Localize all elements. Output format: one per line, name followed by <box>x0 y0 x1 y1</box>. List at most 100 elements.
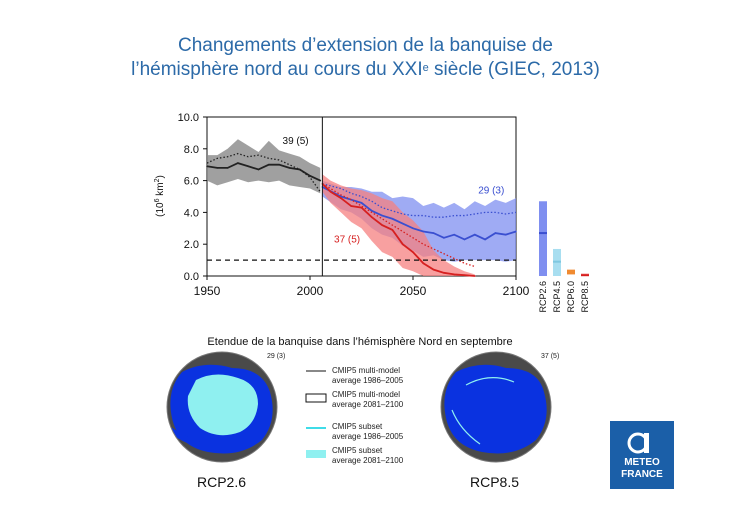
map-left <box>166 351 278 463</box>
line-rcp85-mean <box>321 183 475 277</box>
point-historical <box>216 167 219 169</box>
plot-frame <box>206 116 517 277</box>
point-rcp26 <box>360 202 363 204</box>
range-bar-rcp26 <box>539 201 547 276</box>
y-axis-label-main: (10 <box>155 202 166 217</box>
legend-item-4-line2: average 2081–2100 <box>332 456 404 465</box>
range-bars: RCP2.6 RCP4.5 RCP6.0 RCP8.5 <box>538 201 590 313</box>
map-left-label: RCP2.6 <box>197 474 247 490</box>
point-rcp26 <box>432 232 435 234</box>
legend-item-2: CMIP5 multi-model average 2081–2100 <box>332 390 403 410</box>
y-axis-label-sup2: 2 <box>154 178 161 182</box>
point-historical <box>278 163 280 166</box>
legend-item-3-line1: CMIP5 subset <box>332 422 383 431</box>
legend-swatch-subset-2081 <box>306 450 326 458</box>
legend-swatch-multimodel-2081 <box>305 393 327 403</box>
page-title-line2: l’hémisphère nord au cours du XXIe siècl… <box>0 58 731 82</box>
y-axis-label-unit: km <box>155 182 166 198</box>
point-rcp85 <box>412 251 414 253</box>
point-rcp26 <box>422 230 425 233</box>
meteo-france-logo: METEO FRANCE <box>610 421 674 489</box>
series-lines <box>206 152 517 277</box>
legend-item-3-line2: average 1986–2005 <box>332 432 404 441</box>
legend-item-1-line1: CMIP5 multi-model <box>332 366 401 375</box>
y-tick-label: 6.0 <box>184 176 199 188</box>
logo-line1: METEO <box>624 457 660 468</box>
y-tick-label: 2.0 <box>184 239 199 251</box>
maps-title: Etendue de la banquise dans l’hémisphère… <box>207 336 513 348</box>
legend-item-1: CMIP5 multi-model average 1986–2005 <box>332 366 403 386</box>
line-historical-mean <box>206 162 321 182</box>
point-rcp85 <box>391 229 394 231</box>
point-rcp26 <box>474 233 476 236</box>
legend-item-1-line2: average 1986–2005 <box>332 376 404 385</box>
map-right <box>440 351 552 463</box>
y-axis-label: (106 km2) <box>154 175 166 217</box>
point-rcp85 <box>401 243 404 245</box>
legend-item-3: CMIP5 subset average 1986–2005 <box>332 422 403 442</box>
x-tick-label: 2100 <box>503 284 530 298</box>
x-tick-label: 2000 <box>297 284 324 298</box>
annotation-label: 39 (5) <box>283 136 309 147</box>
point-rcp26 <box>412 227 414 230</box>
point-rcp26 <box>401 222 404 225</box>
map-right-count: 37 (5) <box>541 353 560 360</box>
point-rcp85 <box>463 274 466 277</box>
line-rcp26-dotted <box>322 183 517 218</box>
map-right-label: RCP8.5 <box>470 474 520 490</box>
point-rcp85 <box>422 262 425 265</box>
title-line2-b: siècle (GIEC, 2013) <box>428 59 600 80</box>
point-rcp26 <box>484 238 486 241</box>
title-line2-sup: e <box>422 62 429 74</box>
legend-item-4-line1: CMIP5 subset <box>332 446 383 455</box>
point-rcp26 <box>391 217 394 220</box>
point-rcp85 <box>474 275 476 277</box>
x-tick-label: 2050 <box>400 284 427 298</box>
point-rcp85 <box>350 205 353 207</box>
point-rcp26 <box>443 237 445 239</box>
point-historical <box>288 167 291 169</box>
point-historical <box>206 165 208 168</box>
range-bar-label: RCP6.0 <box>566 281 576 313</box>
point-rcp26 <box>504 233 507 236</box>
range-bar-label: RCP4.5 <box>552 281 562 313</box>
point-rcp85 <box>432 268 435 271</box>
point-rcp85 <box>453 273 456 276</box>
logo-line2: FRANCE <box>621 469 663 480</box>
annotation-label: 37 (5) <box>334 235 360 246</box>
axes: 0.0 2.0 4.0 6.0 8.0 10.0 1950 2000 2050 2100 39 (5… <box>178 112 530 298</box>
logo-mark-icon <box>627 432 649 454</box>
range-bar-label: RCP8.5 <box>580 281 590 313</box>
y-axis-label-sup: 6 <box>154 198 161 202</box>
point-historical <box>237 162 239 164</box>
point-historical <box>268 163 270 166</box>
y-tick-label: 0.0 <box>184 271 199 283</box>
legend-item-4: CMIP5 subset average 2081–2100 <box>332 446 403 466</box>
point-rcp85 <box>443 272 445 274</box>
y-tick-label: 10.0 <box>178 112 199 124</box>
legend-item-2-line2: average 2081–2100 <box>332 400 404 409</box>
range-bar-label: RCP2.6 <box>538 281 548 313</box>
point-rcp26 <box>371 210 373 212</box>
point-historical <box>319 179 322 182</box>
map-left-count: 29 (3) <box>267 353 286 360</box>
point-rcp26 <box>494 232 497 234</box>
point-rcp85 <box>340 197 342 199</box>
point-rcp26 <box>453 233 456 236</box>
point-rcp26 <box>515 230 517 233</box>
point-rcp85 <box>371 216 373 218</box>
title-line2-a: l’hémisphère nord au cours du XXI <box>131 59 423 80</box>
band-rcp85 <box>322 174 475 276</box>
point-rcp85 <box>329 190 332 193</box>
point-rcp85 <box>381 224 383 226</box>
map-legend <box>305 370 327 458</box>
point-historical <box>226 167 229 169</box>
x-tick-label: 1950 <box>194 284 221 298</box>
legend-item-2-line1: CMIP5 multi-model <box>332 390 401 399</box>
point-historical <box>247 165 249 168</box>
y-tick-label: 8.0 <box>184 144 199 156</box>
point-historical <box>309 175 311 177</box>
annotation-label: 29 (3) <box>478 185 504 196</box>
point-rcp85 <box>360 206 363 209</box>
